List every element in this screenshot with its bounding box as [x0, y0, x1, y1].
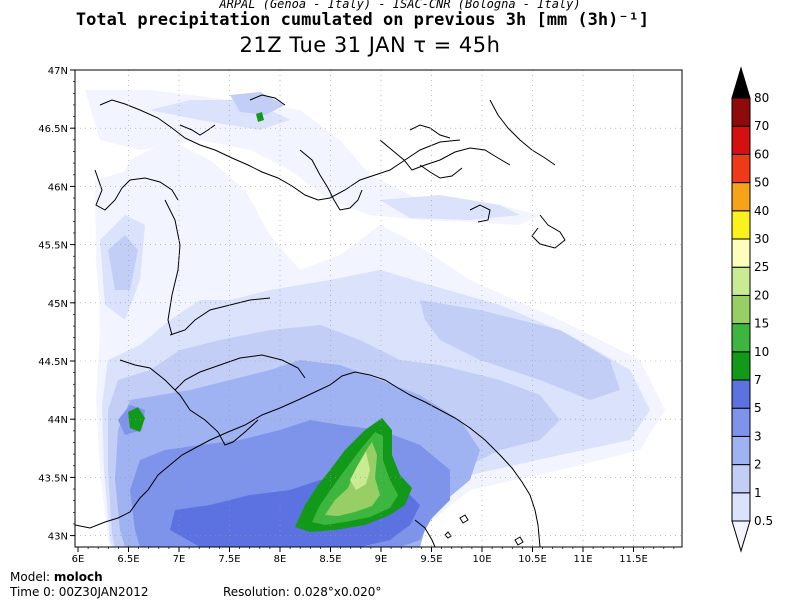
precip-level-25 [350, 452, 370, 490]
model-label: Model: [10, 570, 51, 584]
colorbar-label: 1 [754, 486, 762, 500]
colorbar-label: 25 [754, 260, 769, 274]
lon-tick-label: 10.5E [518, 554, 547, 565]
footer-time: Time 0: 00Z30JAN2012 [10, 585, 149, 599]
chart-title: Total precipitation cumulated on previou… [75, 10, 650, 30]
lon-tick-label: 10E [472, 554, 491, 565]
colorbar-cell [731, 492, 751, 522]
lat-tick-label: 44.5N [38, 357, 68, 368]
precip-field [85, 90, 665, 547]
lat-tick-label: 47N [48, 66, 68, 77]
colorbar-label: 7 [754, 373, 762, 387]
time-label: Time 0: [10, 585, 55, 599]
resolution-value: 0.028°x0.020° [293, 585, 382, 599]
colorbar-cell [731, 210, 751, 240]
colorbar-lower-extend [731, 520, 751, 553]
colorbar-cell [731, 351, 751, 381]
colorbar-cell [731, 464, 751, 494]
colorbar-label: 40 [754, 204, 769, 218]
colorbar-upper-extend [731, 66, 751, 99]
colorbar-label: 15 [754, 317, 769, 331]
lat-tick-label: 43N [48, 532, 68, 543]
map-frame [74, 69, 683, 548]
chart-subtitle: 21Z Tue 31 JAN τ = 45h [239, 33, 501, 57]
lon-tick-label: 11.5E [619, 554, 648, 565]
lon-tick-label: 6E [72, 554, 85, 565]
colorbar-cell [731, 323, 751, 353]
lat-tick-label: 46N [48, 182, 68, 193]
colorbar-label: 30 [754, 232, 769, 246]
colorbar-cell [731, 153, 751, 184]
colorbar-label: 50 [754, 176, 769, 190]
colorbar-cell [731, 266, 751, 296]
lat-tick-label: 43.5N [38, 473, 68, 484]
lat-tick-label: 45N [48, 299, 68, 310]
colorbar-label: 2 [754, 458, 762, 472]
lat-tick-label: 45.5N [38, 241, 68, 252]
colorbar-label: 20 [754, 288, 769, 302]
lon-tick-label: 6.5E [117, 554, 139, 565]
lon-axis: 6E 6.5E 7E 7.5E 8E 8.5E 9E 9.5E 10E 10.5E 11E 11.5E [72, 547, 675, 565]
colorbar-cell [731, 294, 751, 325]
colorbar-label: 0.5 [754, 514, 773, 528]
colorbar-cell [731, 379, 751, 409]
colorbar-label: 70 [754, 119, 769, 133]
colorbar-cell [731, 125, 751, 155]
lon-tick-label: 7E [173, 554, 186, 565]
footer-model: Model: moloch [10, 570, 103, 584]
colorbar-cell [731, 97, 751, 127]
model-value: moloch [53, 570, 103, 584]
colorbar-cell [731, 238, 751, 268]
lat-tick-label: 44N [48, 415, 68, 426]
colorbar-label: 5 [754, 401, 762, 415]
colorbar-legend: 0.5 1 2 3 5 7 10 15 20 25 30 40 50 60 70 80 [731, 66, 773, 553]
footer-resolution: Resolution: 0.028°x0.020° [223, 585, 381, 599]
colorbar-label: 60 [754, 147, 769, 161]
lon-tick-label: 8.5E [319, 554, 341, 565]
lat-axis: 47N 46.5N 46N 45.5N 45N 44.5N 44N 43.5N 43N [38, 66, 75, 543]
colorbar-cell [731, 435, 751, 466]
colorbar-label: 10 [754, 345, 769, 359]
lon-tick-label: 11E [573, 554, 592, 565]
coastlines [75, 94, 566, 547]
colorbar-label: 80 [754, 91, 769, 105]
time-value: 00Z30JAN2012 [58, 585, 149, 599]
lat-tick-label: 46.5N [38, 124, 68, 135]
lon-tick-label: 9E [375, 554, 388, 565]
lon-tick-label: 8E [274, 554, 287, 565]
lon-tick-label: 7.5E [218, 554, 240, 565]
colorbar-cell [731, 407, 751, 437]
lon-tick-label: 9.5E [420, 554, 442, 565]
colorbar-cell [731, 182, 751, 212]
graticule [75, 70, 682, 547]
colorbar-label: 3 [754, 429, 762, 443]
islands [444, 514, 524, 546]
credits-line: ARPAL (Genoa - Italy) - ISAC-CNR (Bologn… [219, 0, 581, 11]
resolution-label: Resolution: [223, 585, 290, 599]
